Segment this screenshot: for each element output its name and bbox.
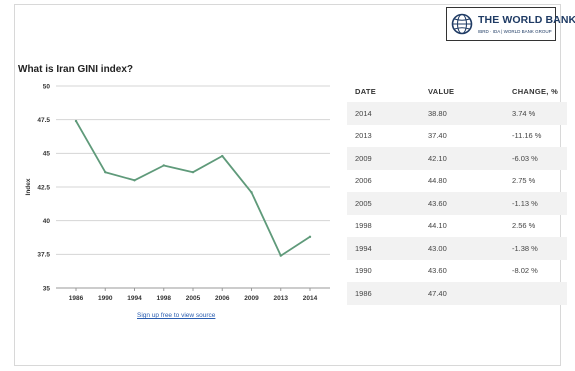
x-tick-label: 1998 <box>157 295 172 302</box>
x-tick-label: 2014 <box>303 295 318 302</box>
y-tick-label: 40 <box>43 218 51 225</box>
table-row: 1986 47.40 <box>347 282 567 305</box>
chart-title: What is Iran GINI index? <box>18 64 134 75</box>
series-line <box>75 120 311 257</box>
brand-name: THE WORLD BANK <box>478 14 575 26</box>
cell-date: 2006 <box>355 176 372 186</box>
table-row: 2006 44.80 2.75 % <box>347 170 567 193</box>
brand-subtitle: IBRD · IDA | WORLD BANK GROUP <box>478 29 552 34</box>
data-point <box>104 170 107 174</box>
cell-date: 1994 <box>347 237 420 260</box>
table-row: 1998 44.10 2.56 % <box>347 215 567 238</box>
cell-change: 3.74 % <box>504 102 567 125</box>
cell-value: 44.10 <box>428 221 447 231</box>
cell-change: 2.56 % <box>512 221 536 231</box>
x-tick-label: 1990 <box>98 295 113 302</box>
table-row: 1990 43.60 -8.02 % <box>347 260 567 283</box>
table-header-row: DATE VALUE CHANGE, % <box>347 80 567 102</box>
y-axis-title: Index <box>25 178 32 195</box>
data-point <box>279 254 282 257</box>
cell-value: 42.10 <box>420 147 504 170</box>
cell-date: 1990 <box>355 266 372 276</box>
data-point <box>221 154 224 158</box>
cell-date: 2014 <box>347 102 420 125</box>
data-point <box>191 170 195 174</box>
data-point <box>162 164 165 167</box>
header-date: DATE <box>355 86 377 96</box>
cell-value: 44.80 <box>428 176 447 186</box>
y-tick-label: 45 <box>43 151 51 158</box>
cell-change: -1.13 % <box>504 192 567 215</box>
table-row: 2005 43.60 -1.13 % <box>347 192 567 215</box>
table-row: 2009 42.10 -6.03 % <box>347 147 567 170</box>
cell-value: 43.60 <box>428 266 447 276</box>
world-bank-logo[interactable]: THE WORLD BANK IBRD · IDA | WORLD BANK G… <box>446 7 575 41</box>
cell-change: 2.75 % <box>512 176 536 186</box>
cell-value: 37.40 <box>428 131 447 141</box>
y-tick-label: 37.5 <box>37 252 50 259</box>
y-tick-label: 50 <box>43 83 51 90</box>
x-tick-label: 2006 <box>215 295 230 302</box>
data-point <box>74 119 78 123</box>
globe-icon <box>451 13 473 35</box>
cell-date: 1986 <box>347 282 420 305</box>
content-frame <box>14 4 561 366</box>
table-row: 1994 43.00 -1.38 % <box>347 237 567 260</box>
cell-change: -11.16 % <box>512 131 542 141</box>
data-point <box>133 179 136 182</box>
cell-date: 2013 <box>355 131 372 141</box>
y-tick-label: 42.5 <box>37 184 50 191</box>
cell-value: 47.40 <box>420 282 504 305</box>
cell-change: -6.03 % <box>504 147 567 170</box>
cell-change: -1.38 % <box>504 237 567 260</box>
cell-value: 38.80 <box>420 102 504 125</box>
cell-date: 2005 <box>347 192 420 215</box>
cell-value: 43.00 <box>420 237 504 260</box>
x-tick-label: 2009 <box>244 295 259 302</box>
x-tick-label: 1986 <box>69 295 84 302</box>
x-tick-label: 2013 <box>274 295 289 302</box>
cell-date: 2009 <box>347 147 420 170</box>
cell-change <box>504 282 567 305</box>
x-tick-label: 2005 <box>186 295 201 302</box>
table-row: 2014 38.80 3.74 % <box>347 102 567 125</box>
gini-data-table: DATE VALUE CHANGE, % 2014 38.80 3.74 % 2… <box>347 80 567 305</box>
header-change: CHANGE, % <box>512 86 559 96</box>
y-tick-label: 35 <box>43 285 51 292</box>
x-tick-label: 1994 <box>127 295 142 302</box>
cell-date: 1998 <box>355 221 372 231</box>
y-tick-label: 47.5 <box>37 117 50 124</box>
cell-change: -8.02 % <box>512 266 538 276</box>
header-value: VALUE <box>428 86 455 96</box>
view-source-link[interactable]: Sign up free to view source <box>137 312 216 319</box>
table-row: 2013 37.40 -11.16 % <box>347 125 567 148</box>
data-point <box>250 191 253 194</box>
data-point <box>308 235 312 239</box>
cell-value: 43.60 <box>420 192 504 215</box>
